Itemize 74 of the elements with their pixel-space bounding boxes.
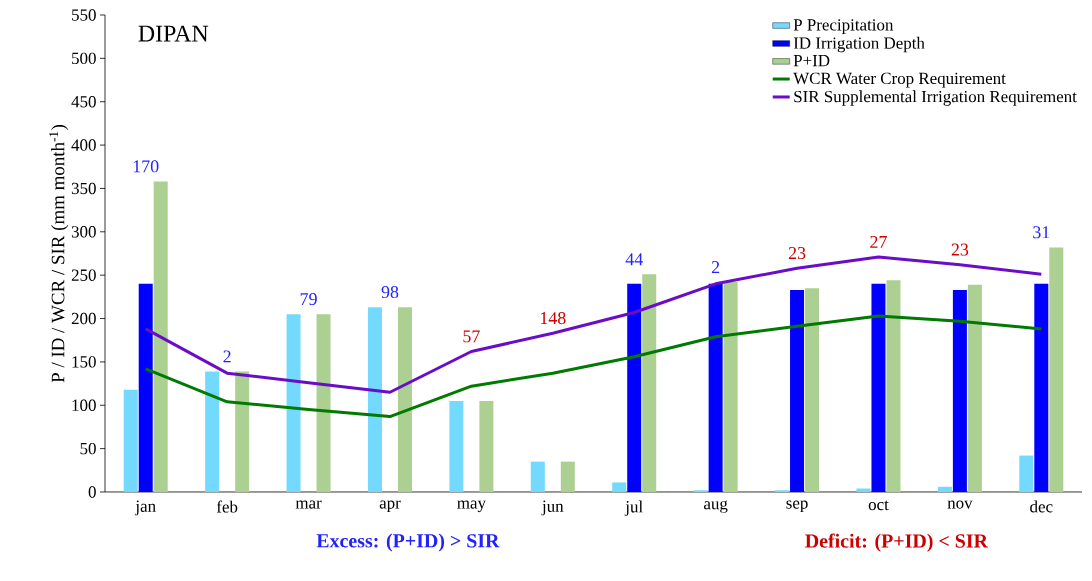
annotation: 44 xyxy=(625,253,643,266)
bar xyxy=(805,288,820,492)
annotation: 27 xyxy=(870,235,887,248)
annotation: 2 xyxy=(223,350,231,363)
y-tick-label: 400 xyxy=(71,139,96,151)
x-tick-label: nov xyxy=(947,500,973,509)
bar xyxy=(871,283,886,492)
line-series xyxy=(144,314,1043,419)
bar xyxy=(1034,283,1049,492)
bar xyxy=(316,314,331,492)
bar xyxy=(138,283,153,492)
bar xyxy=(952,289,967,492)
x-tick-label: oct xyxy=(868,500,889,511)
legend-label: P+ID xyxy=(793,55,830,67)
bar xyxy=(153,181,168,492)
bar xyxy=(205,371,220,492)
text: Excess: (P+ID) > SIR xyxy=(316,533,500,552)
bar xyxy=(530,461,545,492)
bar xyxy=(723,282,738,492)
x-tick-label: jul xyxy=(624,500,643,516)
bar xyxy=(479,400,494,492)
y-tick-label: 500 xyxy=(72,52,96,65)
bar xyxy=(642,274,657,492)
annotation: 98 xyxy=(381,286,399,299)
x-tick-label: sep xyxy=(786,500,808,513)
x-tick-label: feb xyxy=(216,500,238,513)
y-tick-label: 100 xyxy=(72,399,96,411)
bar xyxy=(967,284,982,492)
x-tick-label: aug xyxy=(704,500,728,513)
y-tick-label: 550 xyxy=(72,9,96,21)
bar xyxy=(286,314,301,492)
y-tick-label: 250 xyxy=(71,269,96,281)
legend-label: SIR Supplemental Irrigation Requirement xyxy=(794,90,1077,106)
y-tick-label: 150 xyxy=(72,356,96,368)
x-tick-label: apr xyxy=(379,500,401,513)
bar xyxy=(1019,455,1034,492)
y-tick-label: 450 xyxy=(71,96,96,108)
bar xyxy=(449,400,464,492)
bar xyxy=(627,283,642,492)
bar xyxy=(235,371,250,492)
x-tick-label: jan xyxy=(134,500,156,516)
x-tick-label: may xyxy=(457,500,486,513)
bar xyxy=(937,486,952,492)
bar xyxy=(367,307,382,492)
legend-label: ID Irrigation Depth xyxy=(793,36,925,53)
bar xyxy=(708,283,723,492)
bar xyxy=(790,289,805,492)
legend-label: P Precipitation xyxy=(793,19,894,34)
annotation: 23 xyxy=(951,243,969,256)
chart-title: DIPAN xyxy=(138,25,209,42)
bar xyxy=(560,461,575,492)
bar xyxy=(1049,247,1064,492)
y-tick-label: 0 xyxy=(88,486,96,498)
y-axis-title: P / ID / WCR / SIR (mm month$^{-1}$) xyxy=(49,124,69,383)
y-tick-label: 350 xyxy=(71,182,96,195)
annotation: 148 xyxy=(540,312,566,325)
bar xyxy=(612,482,627,492)
annotation: 31 xyxy=(1033,226,1050,239)
y-tick-label: 300 xyxy=(71,226,96,238)
annotation: 23 xyxy=(788,247,806,260)
bar xyxy=(886,280,901,492)
x-tick-label: jun xyxy=(541,500,564,516)
annotation: 57 xyxy=(463,330,480,343)
bar xyxy=(397,307,412,492)
x-tick-label: dec xyxy=(1030,500,1053,513)
x-tick-label: mar xyxy=(295,500,322,509)
annotation: 2 xyxy=(711,261,720,273)
bar xyxy=(123,389,138,492)
text: Deficit: (P+ID) < SIR xyxy=(805,533,989,552)
y-tick-label: 50 xyxy=(80,442,96,455)
legend-label: WCR Water Crop Requirement xyxy=(793,72,1006,88)
y-tick-label: 200 xyxy=(71,312,96,325)
annotation: 170 xyxy=(133,160,159,173)
annotation: 79 xyxy=(300,293,317,306)
